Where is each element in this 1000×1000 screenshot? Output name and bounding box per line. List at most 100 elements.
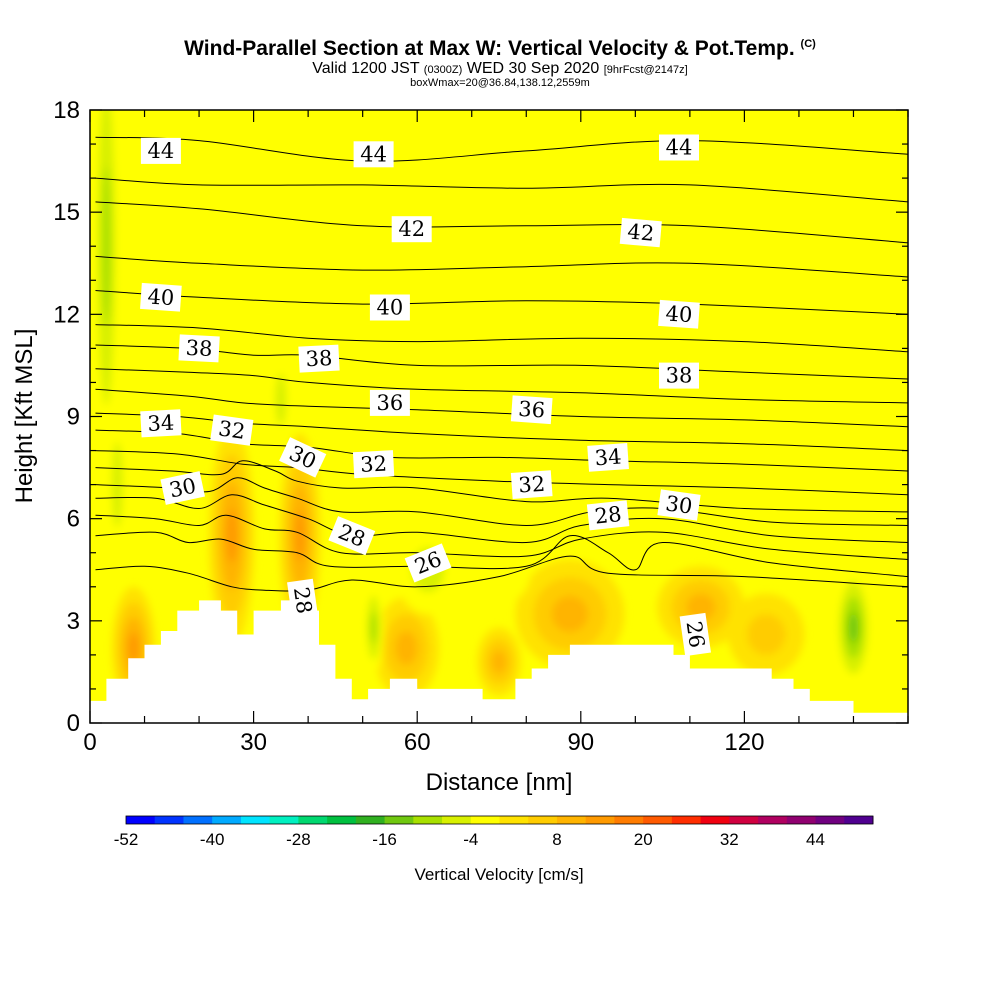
theta-contours [95, 136, 908, 592]
colorbar-swatch [240, 816, 271, 824]
contour-label: 40 [658, 299, 700, 329]
contour-label-box [352, 450, 395, 479]
contour-label-box [298, 344, 340, 373]
contour-label-text: 34 [594, 444, 622, 470]
contour-label-box [658, 299, 700, 329]
chart-title: Wind-Parallel Section at Max W: Vertical… [184, 37, 816, 60]
contour-label-text: 40 [665, 301, 693, 327]
colorbar-swatch [298, 816, 328, 824]
contour-label-text: 36 [377, 391, 404, 415]
colorbar-swatch [269, 816, 299, 824]
contour-label-text: 30 [167, 473, 198, 502]
y-tick-label: 15 [53, 199, 80, 226]
colorbar-swatch [442, 816, 472, 824]
contour-label: 42 [619, 217, 662, 248]
theta-contour-43 [95, 177, 908, 203]
colorbar-swatch [499, 816, 529, 824]
colorbar-swatch [758, 816, 788, 824]
contour-label-box [510, 470, 553, 499]
contour-label: 34 [587, 443, 629, 472]
contour-label-box [404, 543, 452, 583]
colorbar-swatch [700, 816, 730, 824]
contour-label-box [657, 489, 701, 521]
contour-label-box [287, 578, 319, 623]
colorbar-swatch [614, 816, 644, 824]
contour-label: 32 [210, 414, 254, 446]
colorbar-tick-label: 32 [720, 830, 739, 849]
theta-contour-42 [95, 201, 908, 244]
colorbar-swatch [413, 816, 443, 824]
contour-label-box [178, 334, 220, 363]
x-tick-label: 120 [724, 729, 764, 756]
velocity-band [128, 632, 140, 664]
contour-label-text: 30 [664, 491, 694, 518]
theta-contour-40 [95, 290, 908, 315]
contour-label-text: 32 [217, 416, 247, 443]
contour-label: 38 [298, 344, 340, 373]
colorbar-swatch [844, 816, 874, 824]
contour-label-text: 38 [666, 364, 693, 388]
velocity-band [111, 442, 123, 528]
contour-label-box [353, 141, 394, 168]
theta-contour-34 [95, 429, 908, 472]
colorbar-tick-label: 44 [806, 830, 825, 849]
contour-label: 44 [140, 137, 181, 164]
y-tick-label: 18 [53, 97, 80, 124]
contour-label-text: 40 [377, 296, 404, 320]
chart-subtitle: Valid 1200 JST (0300Z) WED 30 Sep 2020 [… [312, 60, 688, 77]
contour-label: 36 [369, 389, 410, 416]
colorbar-swatch [126, 816, 156, 824]
colorbar-tick-label: -16 [372, 830, 397, 849]
theta-contour-37 [95, 368, 908, 404]
colorbar-tick-label: -28 [286, 830, 311, 849]
colorbar-swatch [384, 816, 414, 824]
theta-contour-36 [95, 388, 908, 428]
velocity-band [370, 611, 377, 644]
colorbar-swatch [671, 816, 702, 824]
contour-label-box [160, 471, 205, 505]
colorbar-swatch [786, 816, 817, 824]
velocity-band [686, 593, 716, 621]
theta-contour-33 [95, 450, 908, 496]
contour-label-text: 40 [147, 284, 175, 310]
contour-label-box [328, 516, 376, 556]
colorbar-frame [125, 815, 874, 825]
contour-label-box [140, 409, 182, 438]
contour-label: 38 [178, 334, 220, 363]
velocity-band [488, 532, 532, 601]
colorbar-tick-label: 20 [634, 830, 653, 849]
colorbar-swatch [729, 816, 759, 824]
colorbar-swatch [327, 816, 357, 824]
theta-contour-35 [95, 412, 908, 452]
theta-contour-39 [95, 324, 908, 353]
colorbar-swatch [815, 816, 845, 824]
x-tick-label: 0 [83, 729, 96, 756]
contour-label-box [586, 500, 630, 531]
contour-label: 34 [140, 409, 182, 438]
contour-label-text: 42 [626, 219, 655, 245]
theta-contour-27 [95, 555, 908, 592]
contour-label-text: 38 [185, 336, 213, 361]
colorbar-swatch [183, 816, 213, 824]
contour-label-text: 36 [518, 397, 546, 423]
contour-label: 26 [679, 612, 711, 657]
contour-label-text: 44 [666, 136, 693, 160]
contour-label: 30 [657, 489, 701, 521]
colorbar-swatch [643, 816, 673, 824]
x-tick-label: 60 [404, 729, 431, 756]
x-tick-label: 90 [567, 729, 594, 756]
colorbar-label: Vertical Velocity [cm/s] [414, 865, 583, 884]
colorbar: -52 -40 -28 -16 -4 8 20 32 44 [114, 815, 874, 849]
contour-label-box [391, 216, 432, 243]
velocity-band [395, 631, 418, 666]
contour-label-text: 32 [518, 472, 546, 498]
velocity-band [101, 166, 111, 326]
colorbar-tick-label: -4 [463, 830, 478, 849]
colorbar-swatch [154, 816, 184, 824]
colorbar-tick-label: -52 [114, 830, 139, 849]
contour-label-box [619, 217, 662, 248]
contour-label-box [659, 362, 699, 389]
colorbar-swatch [470, 816, 500, 824]
contour-label-box [659, 134, 699, 161]
